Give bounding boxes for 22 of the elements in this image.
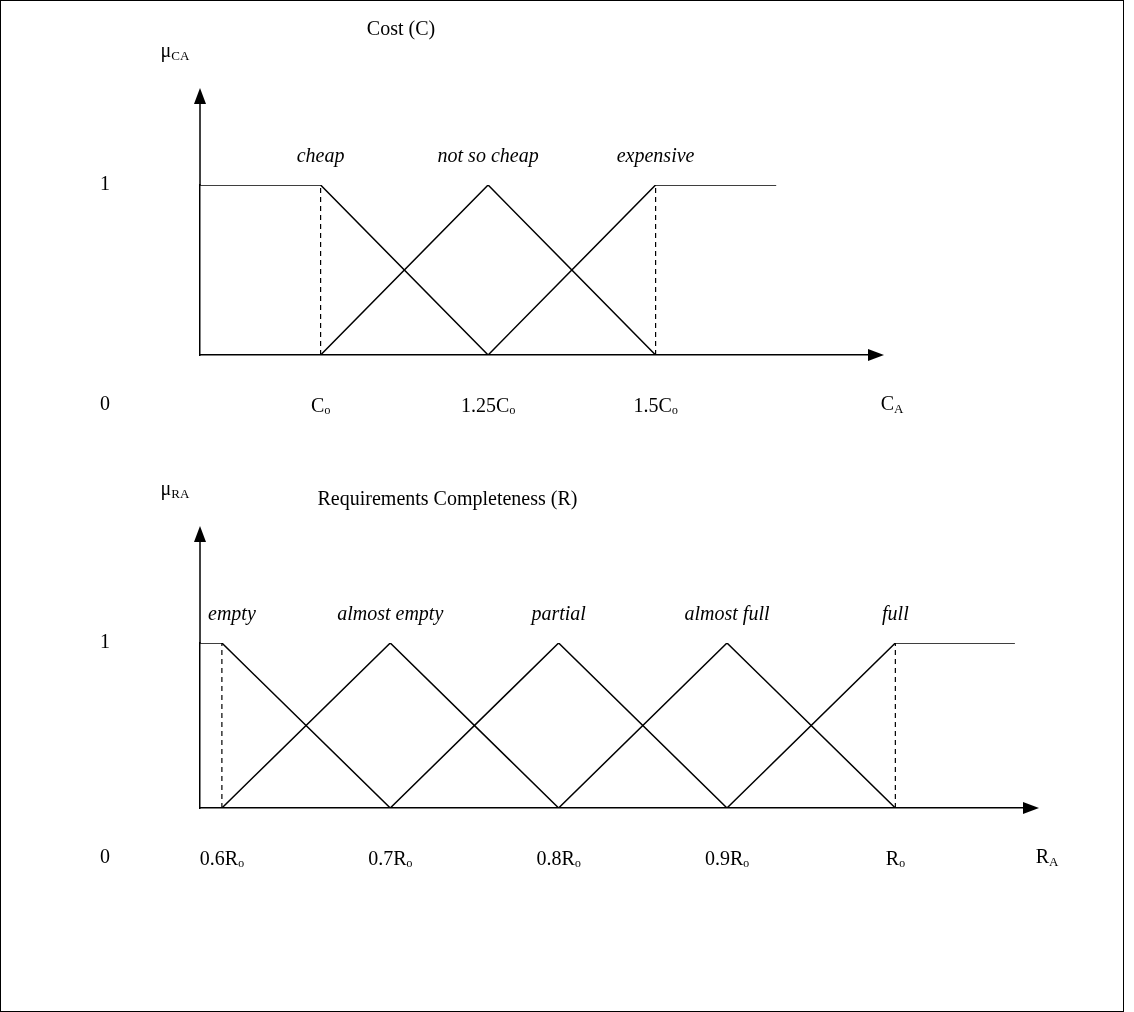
- chart-title: Requirements Completeness (R): [317, 487, 578, 511]
- x-tick-label: 1.25Cₒ: [461, 394, 516, 417]
- text: 1: [100, 172, 110, 195]
- x-tick-label: 0.8Rₒ: [536, 847, 581, 870]
- series-label: almost full: [684, 602, 770, 626]
- series-label: expensive: [616, 144, 695, 168]
- chart-title: Cost (C): [366, 17, 436, 41]
- series-label: empty: [208, 602, 256, 626]
- series-label: not so cheap: [437, 144, 539, 168]
- text: 0: [100, 845, 110, 868]
- x-tick-label: Cₒ: [311, 394, 331, 417]
- x-tick-label: Rₒ: [885, 847, 906, 870]
- text: 0: [100, 392, 110, 415]
- text: 1: [100, 630, 110, 653]
- series-label: partial: [529, 602, 587, 626]
- series-label: almost empty: [337, 602, 444, 626]
- x-tick-label: 0.7Rₒ: [368, 847, 413, 870]
- series-label: cheap: [296, 144, 345, 168]
- series-label: full: [882, 602, 910, 626]
- x-tick-label: 1.5Cₒ: [633, 394, 678, 417]
- x-tick-label: 0.9Rₒ: [704, 847, 750, 870]
- x-tick-label: 0.6Rₒ: [199, 847, 245, 870]
